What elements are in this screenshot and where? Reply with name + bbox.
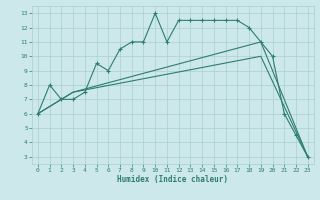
- X-axis label: Humidex (Indice chaleur): Humidex (Indice chaleur): [117, 175, 228, 184]
